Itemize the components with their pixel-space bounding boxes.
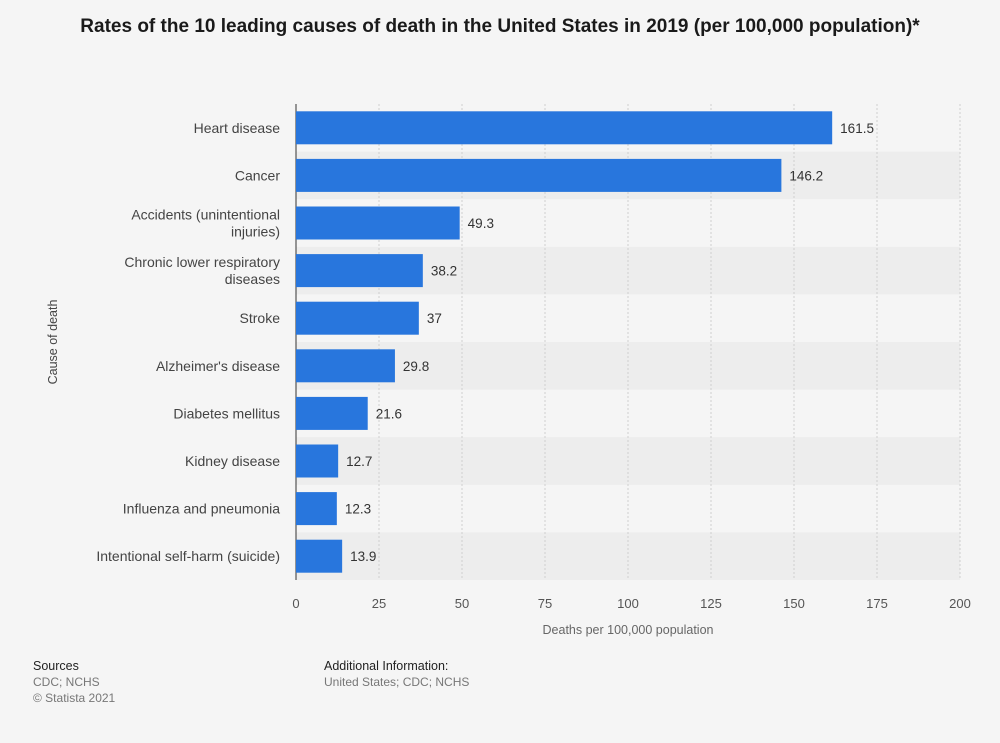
x-tick-label: 150 [783, 596, 805, 611]
bar-value-label: 12.7 [346, 454, 372, 469]
additional-info-block: Additional Information: United States; C… [324, 658, 469, 690]
bar-value-label: 29.8 [403, 359, 429, 374]
x-axis-title: Deaths per 100,000 population [543, 623, 714, 637]
x-tick-label: 100 [617, 596, 639, 611]
bar[interactable] [296, 396, 368, 430]
additional-info-line-1: United States; CDC; NCHS [324, 675, 470, 689]
x-tick-label: 125 [700, 596, 722, 611]
x-tick-label: 0 [292, 596, 299, 611]
category-label: Alzheimer's disease [156, 358, 280, 374]
x-tick-label: 200 [949, 596, 971, 611]
category-label: Cancer [235, 167, 280, 183]
bar-value-label: 37 [427, 311, 442, 326]
bar[interactable] [296, 111, 833, 145]
bar-chart: 0 25 50 75 100 125 150 175 200 161.5 Heart disease… [46, 104, 971, 637]
chart-title: Rates of the 10 leading causes of death … [80, 16, 920, 37]
sources-line-1: CDC; NCHS [33, 675, 100, 689]
bar-value-label: 13.9 [350, 549, 376, 564]
sources-line-2: © Statista 2021 [33, 691, 116, 705]
x-tick-label: 50 [455, 596, 469, 611]
bar-value-label: 38.2 [431, 264, 457, 279]
bar[interactable] [296, 492, 337, 526]
category-label: Diabetes mellitus [173, 405, 280, 421]
bar[interactable] [296, 206, 460, 240]
bar-value-label: 146.2 [789, 168, 823, 183]
bar[interactable] [296, 539, 343, 573]
additional-info-heading[interactable]: Additional Information: [324, 659, 449, 673]
x-tick-label: 25 [372, 596, 386, 611]
bar-value-label: 161.5 [840, 121, 874, 136]
x-tick-label: 175 [866, 596, 888, 611]
category-label: Intentional self-harm (suicide) [96, 548, 280, 564]
bar[interactable] [296, 158, 782, 192]
category-label: Kidney disease [185, 453, 280, 469]
sources-heading[interactable]: Sources [33, 659, 79, 673]
bar-value-label: 21.6 [376, 406, 402, 421]
category-label: Chronic lower respiratory [124, 254, 280, 270]
category-label: Accidents (unintentional [131, 207, 280, 223]
bar-value-label: 49.3 [468, 216, 494, 231]
category-label: Stroke [240, 310, 281, 326]
x-tick-label: 75 [538, 596, 552, 611]
category-label: diseases [225, 271, 280, 287]
category-label: Heart disease [194, 120, 281, 136]
sources-block: Sources CDC; NCHS © Statista 2021 [33, 658, 115, 706]
bar[interactable] [296, 349, 395, 383]
y-axis-title: Cause of death [46, 300, 60, 385]
category-label: injuries) [231, 224, 280, 240]
bar[interactable] [296, 254, 423, 288]
bar-value-label: 12.3 [345, 502, 371, 517]
bar[interactable] [296, 301, 419, 335]
bar[interactable] [296, 444, 339, 478]
category-label: Influenza and pneumonia [123, 501, 280, 517]
